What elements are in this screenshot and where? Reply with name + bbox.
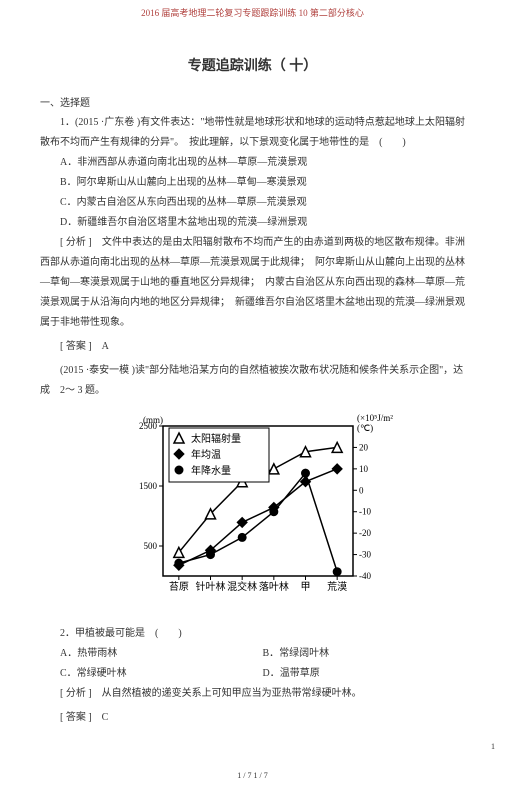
footer-page: 1 / 7 1 / 7: [0, 751, 505, 786]
svg-text:(mm): (mm): [143, 415, 163, 425]
analysis-label: [ 分析 ]: [40, 233, 92, 253]
svg-text:甲: 甲: [300, 582, 310, 593]
svg-text:(℃): (℃): [357, 423, 373, 433]
q1-intro: 1．(2015 ·广东卷 )有文件表达："地带性就是地球形状和地球的运动特点惹起…: [40, 113, 465, 153]
q2-choice-d: D．温带草原: [263, 664, 466, 684]
svg-text:针叶林: 针叶林: [195, 580, 225, 593]
q2-answer: [ 答案 ] C: [40, 704, 465, 732]
svg-text:落叶林: 落叶林: [258, 580, 288, 593]
q2-choice-a: A．热带雨林: [40, 644, 263, 664]
q1-choice-d: D．新疆维吾尔自治区塔里木盆地出现的荒漠—绿洲景观: [40, 213, 465, 233]
q2-choices-row2: C．常绿硬叶林 D．温带草原: [40, 664, 465, 684]
q2-analysis: [ 分析 ] 从自然植被的递变关系上可知甲应当为亚热带常绿硬叶林。: [40, 684, 465, 704]
q2-choice-c: C．常绿硬叶林: [40, 664, 263, 684]
svg-text:混交林: 混交林: [227, 580, 257, 593]
svg-text:-20: -20: [359, 528, 371, 538]
q2-choice-b: B．常绿阔叶林: [263, 644, 466, 664]
chart-container: 50015002500(mm)-40-30-20-1001020(×10⁵J/m…: [40, 401, 465, 624]
analysis-label-2: [ 分析 ]: [60, 688, 92, 699]
content-area: 专题追踪训练（ 十） 一、选择题 1．(2015 ·广东卷 )有文件表达："地带…: [0, 25, 505, 742]
svg-text:年降水量: 年降水量: [191, 464, 231, 477]
q1-choice-b: B．阿尔卑斯山从山麓向上出现的丛林—草甸—寒漠景观: [40, 173, 465, 193]
svg-text:太阳辐射量: 太阳辐射量: [191, 432, 241, 445]
svg-text:-10: -10: [359, 507, 371, 517]
svg-text:0: 0: [359, 485, 364, 495]
svg-text:荒漠: 荒漠: [327, 581, 347, 593]
svg-text:年均温: 年均温: [191, 448, 221, 461]
q1-analysis-text: 文件中表达的是由太阳辐射散布不均而产生的由赤道到两极的地区散布规律。非洲西部从赤…: [40, 237, 465, 328]
section-heading: 一、选择题: [40, 90, 465, 113]
svg-text:1500: 1500: [139, 481, 158, 491]
page-header: 2016 届高考地理二轮复习专题跟踪训练 10 第二部分核心: [0, 0, 505, 25]
q1-answer: [ 答案 ] A: [40, 333, 465, 361]
svg-text:20: 20: [359, 442, 369, 452]
svg-text:苔原: 苔原: [168, 580, 188, 593]
svg-text:-30: -30: [359, 550, 371, 560]
chart-svg: 50015002500(mm)-40-30-20-1001020(×10⁵J/m…: [113, 411, 393, 611]
svg-text:(×10⁵J/m²·a): (×10⁵J/m²·a): [357, 413, 393, 423]
svg-text:-40: -40: [359, 571, 371, 581]
q1-choice-a: A．非洲西部从赤道向南北出现的丛林—草原—荒漠景观: [40, 153, 465, 173]
q1-analysis: [ 分析 ] 文件中表达的是由太阳辐射散布不均而产生的由赤道到两极的地区散布规律…: [40, 233, 465, 333]
side-page-num: 1: [0, 742, 505, 751]
q2-analysis-text: 从自然植被的递变关系上可知甲应当为亚热带常绿硬叶林。: [102, 688, 362, 699]
q2-intro: (2015 ·泰安一模 )读"部分陆地沿某方向的自然植被挨次散布状况随和候条件关…: [40, 361, 465, 401]
q1-choice-c: C．内蒙古自治区从东向西出现的丛林—草原—荒漠景观: [40, 193, 465, 213]
q2-choices-row1: A．热带雨林 B．常绿阔叶林: [40, 644, 465, 664]
svg-text:500: 500: [143, 541, 157, 551]
q2-text: 2．甲植被最可能是 ( ): [40, 624, 465, 644]
svg-text:10: 10: [359, 464, 369, 474]
main-title: 专题追踪训练（ 十）: [40, 45, 465, 90]
